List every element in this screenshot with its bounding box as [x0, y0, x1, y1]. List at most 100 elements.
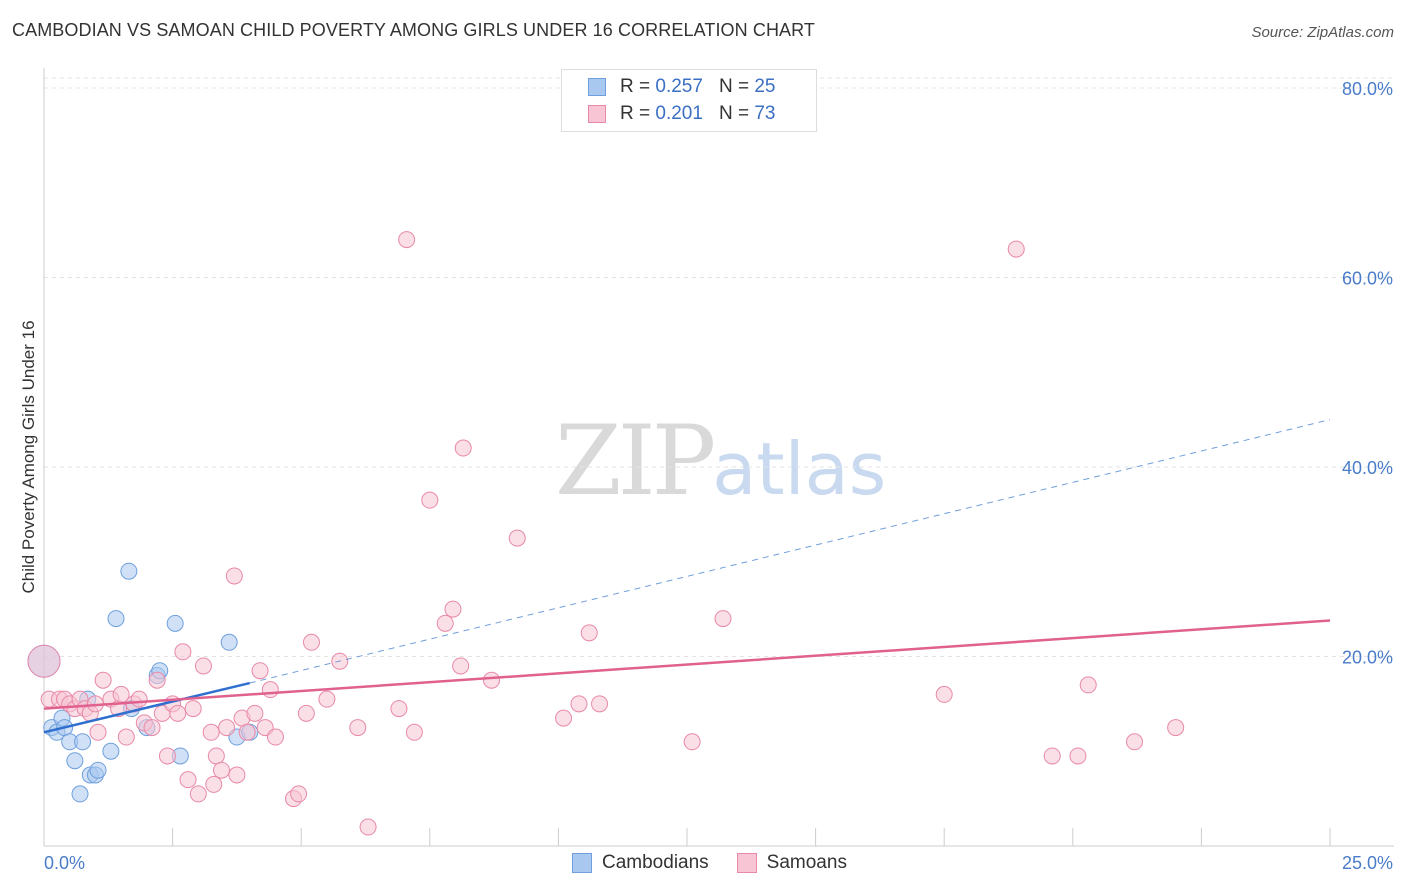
- y-axis-title: Child Poverty Among Girls Under 16: [19, 320, 38, 593]
- point-samoans: [570, 695, 588, 713]
- point-cambodians: [89, 761, 107, 779]
- correlation-legend: R = 0.257 N = 25 R = 0.201 N = 73: [561, 69, 817, 132]
- point-samoans: [218, 719, 236, 737]
- point-samoans: [1126, 733, 1144, 751]
- point-samoans: [251, 662, 269, 680]
- point-samoans: [89, 723, 107, 741]
- watermark-zip: ZIP: [555, 405, 716, 517]
- point-samoans: [508, 529, 526, 547]
- legend-r-value: 0.257: [655, 76, 703, 97]
- legend-r-value: 0.201: [655, 103, 703, 124]
- point-samoans: [205, 775, 223, 793]
- point-samoans: [359, 818, 377, 836]
- y-tick-label: 40.0%: [1342, 458, 1393, 478]
- point-samoans: [148, 671, 166, 689]
- legend-row-samoans: R = 0.201 N = 73: [588, 103, 775, 125]
- point-samoans: [683, 733, 701, 751]
- point-samoans: [117, 728, 135, 746]
- point-samoans: [246, 704, 264, 722]
- point-samoans: [444, 600, 462, 618]
- point-cambodians: [66, 752, 84, 770]
- point-cambodians: [107, 610, 125, 628]
- point-samoans: [714, 610, 732, 628]
- point-samoans: [405, 723, 423, 741]
- series-swatch-cambodians: [572, 853, 592, 873]
- point-samoans: [143, 719, 161, 737]
- legend-swatch-samoans: [588, 105, 606, 123]
- series-label-cambodians: Cambodians: [602, 852, 709, 873]
- x-tick-label-min: 0.0%: [44, 853, 85, 873]
- point-samoans: [302, 633, 320, 651]
- point-samoans: [1167, 719, 1185, 737]
- series-swatch-samoans: [736, 853, 757, 873]
- point-samoans: [1079, 676, 1097, 694]
- point-cambodians: [220, 633, 238, 651]
- point-samoans: [261, 681, 279, 699]
- point-samoans: [580, 624, 598, 642]
- y-tick-label: 60.0%: [1342, 269, 1393, 289]
- legend-row-cambodians: R = 0.257 N = 25: [588, 76, 775, 98]
- y-tick-label: 80.0%: [1342, 79, 1393, 99]
- point-samoans: [189, 785, 207, 803]
- point-samoans: [158, 747, 176, 765]
- point-samoans: [202, 723, 220, 741]
- point-samoans: [398, 231, 416, 249]
- point-samoans: [318, 690, 336, 708]
- point-samoans: [130, 690, 148, 708]
- point-samoans: [228, 766, 246, 784]
- point-samoans: [184, 700, 202, 718]
- point-samoans: [174, 643, 192, 661]
- trend-line-cambodians: [43, 681, 251, 734]
- point-cambodians: [120, 562, 138, 580]
- point-samoans: [555, 709, 573, 727]
- point-samoans: [454, 439, 472, 457]
- point-cambodians: [102, 742, 120, 760]
- point-cambodians: [71, 785, 89, 803]
- point-cambodians: [166, 614, 184, 632]
- point-samoans: [1069, 747, 1087, 765]
- source-label: Source: ZipAtlas.com: [1251, 24, 1394, 41]
- legend-n-value: 73: [754, 103, 776, 124]
- point-samoans: [935, 685, 953, 703]
- legend-n-label: N =: [718, 103, 750, 124]
- point-samoans: [436, 614, 454, 632]
- point-samoans: [225, 567, 243, 585]
- chart-title: CAMBODIAN VS SAMOAN CHILD POVERTY AMONG …: [12, 20, 816, 40]
- point-cambodians: [74, 733, 92, 751]
- point-samoans: [452, 657, 470, 675]
- point-samoans: [349, 719, 367, 737]
- series-legend: Cambodians Samoans: [572, 852, 875, 874]
- legend-swatch-cambodians: [588, 78, 606, 96]
- point-samoans: [421, 491, 439, 509]
- legend-n-label: N =: [718, 76, 750, 97]
- point-samoans: [390, 700, 408, 718]
- point-samoans: [1007, 240, 1025, 258]
- y-tick-label: 20.0%: [1342, 648, 1393, 668]
- point-samoans: [297, 704, 315, 722]
- series-legend-item-samoans[interactable]: Samoans: [736, 852, 847, 874]
- point-samoans: [1043, 747, 1061, 765]
- watermark-atlas: atlas: [712, 427, 887, 511]
- point-samoans: [179, 771, 197, 789]
- watermark: ZIPatlas: [555, 405, 886, 517]
- trend-line-cambodians-extended: [249, 419, 1331, 684]
- series-legend-item-cambodians[interactable]: Cambodians: [572, 852, 709, 874]
- point-samoans: [94, 671, 112, 689]
- legend-n-value: 25: [754, 76, 776, 97]
- point-samoans: [266, 728, 284, 746]
- point-samoans: [290, 785, 308, 803]
- point-samoans: [207, 747, 225, 765]
- legend-r-label: R =: [620, 76, 651, 97]
- point-samoans: [591, 695, 609, 713]
- point-samoans: [483, 671, 501, 689]
- legend-r-label: R =: [620, 103, 651, 124]
- trend-line-samoans: [43, 619, 1331, 710]
- point-samoans: [27, 644, 61, 678]
- point-samoans: [169, 704, 187, 722]
- point-samoans: [212, 761, 230, 779]
- point-samoans: [238, 723, 256, 741]
- series-label-samoans: Samoans: [766, 852, 847, 873]
- x-tick-label-max: 25.0%: [1342, 853, 1393, 873]
- point-samoans: [194, 657, 212, 675]
